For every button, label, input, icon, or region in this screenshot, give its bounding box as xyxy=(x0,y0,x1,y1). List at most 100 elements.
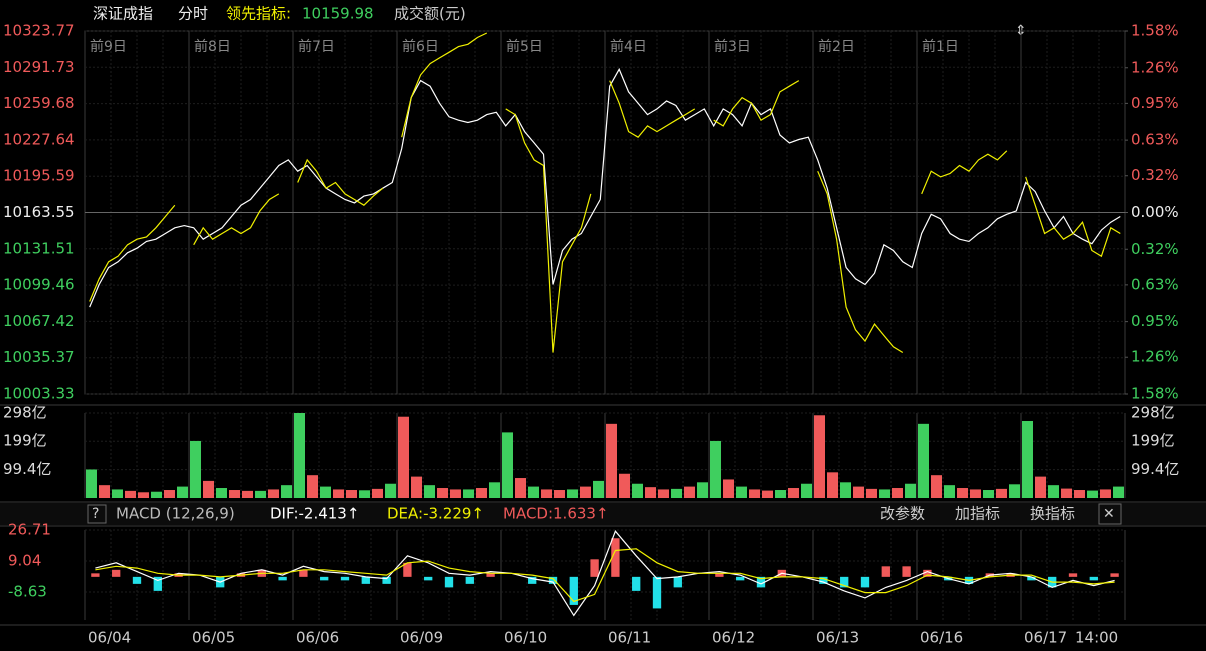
volume-bar xyxy=(99,485,110,498)
volume-bar xyxy=(1113,486,1124,498)
help-box[interactable] xyxy=(87,504,107,524)
close[interactable]: ✕ xyxy=(1103,506,1115,522)
volume-bar xyxy=(606,423,617,498)
volume-bar xyxy=(593,480,604,498)
macd-bar xyxy=(652,576,662,609)
volume-bar xyxy=(580,486,591,498)
macd-bar xyxy=(1089,576,1098,581)
volume-bar xyxy=(905,483,916,498)
y-tick-label: 10131.51 xyxy=(3,239,75,257)
volume-bar xyxy=(112,489,123,498)
macd-line xyxy=(95,530,1115,617)
volume-bar xyxy=(944,485,955,498)
y-tick-label: 10163.55 xyxy=(3,203,75,221)
volume-bar xyxy=(502,432,513,498)
volume-bar xyxy=(879,489,890,498)
macd-bar xyxy=(673,576,682,588)
button[interactable]: 换指标 xyxy=(1030,505,1075,523)
y2-tick-label: 1.26% xyxy=(1131,58,1179,76)
x-tick-label: 06/09 xyxy=(400,629,443,647)
day-label: 前6日 xyxy=(402,38,439,55)
volume-bar xyxy=(827,472,838,498)
y2-tick-label: 298亿 xyxy=(1131,404,1175,422)
volume-bar xyxy=(723,479,734,498)
volume-bar xyxy=(333,489,344,498)
volume-bar xyxy=(138,492,149,498)
volume-bar xyxy=(983,490,994,498)
y2-tick-label: 1.58% xyxy=(1131,385,1179,403)
volume-bar xyxy=(1100,489,1111,498)
volume-bar xyxy=(1022,420,1033,498)
volume-bar xyxy=(86,469,97,498)
volume-label: 成交额(元) xyxy=(394,5,466,23)
x-tick-label: 14:00 xyxy=(1075,629,1118,647)
volume-bar xyxy=(840,482,851,498)
macd-label: MACD:1.633↑ xyxy=(503,505,609,523)
day-label: 前3日 xyxy=(714,38,751,55)
y-tick-label: 10003.33 xyxy=(3,385,75,403)
y-tick-label: 10323.77 xyxy=(3,22,75,40)
y-tick-label: 99.4亿 xyxy=(3,460,51,478)
macd-bar xyxy=(340,576,350,581)
y2-tick-label: 99.4亿 xyxy=(1131,460,1179,478)
day-label: 前7日 xyxy=(298,38,335,55)
close-box[interactable] xyxy=(1098,503,1122,525)
volume-bar xyxy=(450,489,461,498)
y2-tick-label: 199亿 xyxy=(1131,432,1175,450)
volume-bar xyxy=(1035,476,1046,498)
button[interactable]: 改参数 xyxy=(880,505,925,523)
volume-bar xyxy=(814,415,825,498)
volume-bar xyxy=(190,440,201,498)
volume-bar xyxy=(307,475,318,498)
volume-bar xyxy=(463,489,474,498)
x-tick-label: 06/17 xyxy=(1024,629,1067,647)
button[interactable]: 加指标 xyxy=(955,505,1000,523)
price-line xyxy=(89,67,1121,308)
macd-bar xyxy=(1110,573,1119,577)
macd-bar xyxy=(0,503,1206,525)
volume-bar xyxy=(281,485,292,498)
y-tick-label: 10291.73 xyxy=(3,58,75,76)
volume-bar xyxy=(892,488,903,498)
volume-bar xyxy=(567,489,578,498)
y2-tick-label: 0.63% xyxy=(1131,275,1179,293)
volume-bar xyxy=(671,488,682,498)
volume-bar xyxy=(372,488,383,498)
index-name: 深证成指 xyxy=(93,5,153,23)
help[interactable]: ? xyxy=(92,506,99,522)
x-tick-label: 06/10 xyxy=(504,629,547,647)
volume-bar xyxy=(1061,488,1072,498)
macd-bar xyxy=(278,576,287,581)
volume-bar xyxy=(762,490,773,498)
volume-bar xyxy=(632,483,643,498)
x-tick-label: 06/05 xyxy=(192,629,235,647)
macd-bar xyxy=(1068,573,1078,577)
y2-tick-label: 0.32% xyxy=(1131,166,1179,184)
macd-bar xyxy=(632,576,641,591)
volume-bar xyxy=(801,483,812,498)
volume-bar xyxy=(710,440,721,498)
x-tick-label: 06/13 xyxy=(816,629,859,647)
indicator-label: 领先指标: xyxy=(226,5,291,23)
y-tick-label: 10227.64 xyxy=(3,130,75,148)
y-tick-label: 10035.37 xyxy=(3,348,75,366)
macd-bar xyxy=(320,576,329,581)
volume-bar xyxy=(918,423,929,498)
y-tick-label: 9.04 xyxy=(8,551,41,569)
volume-bar xyxy=(177,486,188,498)
day-label: 前4日 xyxy=(610,38,647,55)
volume-bar xyxy=(528,486,539,498)
y-tick-label: 10099.46 xyxy=(3,276,75,294)
volume-bar xyxy=(736,486,747,498)
macd-bar xyxy=(590,559,599,577)
macd-bar xyxy=(860,576,870,588)
volume-bar xyxy=(398,416,409,498)
macd-bar xyxy=(486,573,495,577)
macd-bar xyxy=(382,576,391,584)
macd-bar xyxy=(528,576,537,584)
volume-bar xyxy=(697,482,708,498)
day-label: 前1日 xyxy=(922,38,959,55)
macd-name: MACD (12,26,9) xyxy=(116,505,235,523)
